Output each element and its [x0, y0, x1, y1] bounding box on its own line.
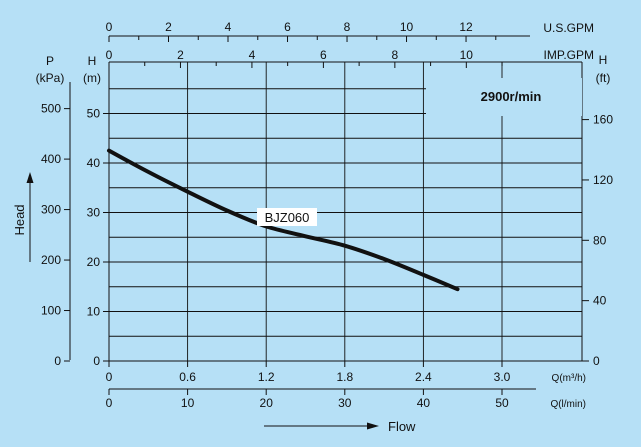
kpa-tick-label: 300 — [41, 203, 61, 217]
head-ft-tick-label: 80 — [593, 233, 607, 247]
head-ft-axis-unit: (ft) — [596, 71, 611, 85]
flow-lmin-tick-label: 40 — [417, 396, 431, 410]
head-m-tick-label: 20 — [87, 255, 101, 269]
head-ft-tick-label: 160 — [593, 113, 613, 127]
us-gpm-tick-label: 10 — [400, 20, 414, 34]
imp-gpm-tick-label: 0 — [106, 48, 113, 62]
imp-gpm-axis: 0 2 4 6 8 10 IMP.GPM — [106, 48, 594, 68]
head-m-tick-label: 10 — [87, 305, 101, 319]
head-ft-tick-label: 120 — [593, 173, 613, 187]
imp-gpm-tick-label: 4 — [249, 48, 256, 62]
flow-m3h-tick-label: 1.8 — [336, 370, 353, 384]
kpa-tick-label: 200 — [41, 253, 61, 267]
head-arrow-icon — [26, 172, 34, 183]
us-gpm-tick-label: 4 — [225, 20, 232, 34]
flow-m3h-tick-label: 2.4 — [415, 370, 432, 384]
head-axis-title: Head — [12, 172, 34, 262]
head-m-tick-label: 50 — [87, 107, 101, 121]
flow-m3h-unit-label: Q(m³/h) — [552, 373, 586, 384]
flow-m3h-tick-label: 0.6 — [179, 370, 196, 384]
pressure-axis-unit: (kPa) — [36, 71, 65, 85]
flow-lmin-unit-label: Q(l/min) — [550, 399, 586, 410]
head-m-tick-label: 30 — [87, 206, 101, 220]
head-ft-axis-symbol: H — [599, 53, 608, 67]
kpa-tick-label: 500 — [41, 102, 61, 116]
kpa-tick-label: 100 — [41, 304, 61, 318]
kpa-tick-label: 400 — [41, 152, 61, 166]
head-ft-tick-label: 40 — [593, 294, 607, 308]
imp-gpm-tick-label: 8 — [392, 48, 399, 62]
flow-m3h-axis: 0 0.6 1.2 1.8 2.4 3.0 Q(m³/h) — [106, 360, 586, 384]
flow-lmin-axis: 0 10 20 30 40 50 Q(l/min) — [106, 388, 586, 410]
bjz060-curve — [107, 148, 460, 292]
us-gpm-tick-label: 6 — [284, 20, 291, 34]
flow-arrow-icon — [367, 422, 379, 430]
flow-m3h-tick-label: 3.0 — [494, 370, 511, 384]
kpa-tick-label: 0 — [54, 354, 61, 368]
flow-lmin-tick-label: 30 — [338, 396, 352, 410]
flow-m3h-tick-label: 0 — [106, 370, 113, 384]
flow-lmin-tick-label: 50 — [495, 396, 509, 410]
head-title-text: Head — [12, 204, 27, 235]
head-m-tick-label: 0 — [93, 354, 100, 368]
pressure-axis-symbol: P — [46, 54, 54, 68]
imp-gpm-tick-label: 2 — [177, 48, 184, 62]
flow-lmin-tick-label: 20 — [260, 396, 274, 410]
imp-gpm-unit-label: IMP.GPM — [544, 48, 594, 62]
speed-label: 2900r/min — [481, 89, 542, 104]
head-ft-axis: 0 40 80 120 160 — [581, 62, 613, 368]
head-ft-tick-label: 0 — [593, 354, 600, 368]
head-m-axis-unit: (m) — [83, 71, 101, 85]
head-m-axis-symbol: H — [88, 54, 97, 68]
flow-lmin-tick-label: 10 — [181, 396, 195, 410]
us-gpm-tick-label: 0 — [106, 20, 113, 34]
kpa-axis: 0 100 200 300 400 500 — [41, 82, 71, 368]
curve-label: BJZ060 — [257, 208, 317, 226]
flow-axis-title: Flow — [264, 419, 416, 434]
us-gpm-axis: 0 2 4 6 8 10 12 U.S.GPM — [106, 20, 594, 42]
us-gpm-unit-label: U.S.GPM — [543, 21, 594, 35]
us-gpm-tick-label: 8 — [344, 20, 351, 34]
curve-label-text: BJZ060 — [265, 210, 310, 225]
head-m-axis: 0 10 20 30 40 50 — [87, 62, 110, 368]
flow-lmin-tick-label: 0 — [106, 396, 113, 410]
us-gpm-tick-label: 2 — [165, 20, 172, 34]
imp-gpm-tick-label: 6 — [320, 48, 327, 62]
speed-label-box: 2900r/min — [426, 78, 582, 116]
head-m-tick-label: 40 — [87, 156, 101, 170]
flow-title-text: Flow — [388, 419, 416, 434]
flow-m3h-tick-label: 1.2 — [258, 370, 275, 384]
imp-gpm-tick-label: 10 — [460, 48, 474, 62]
us-gpm-tick-label: 12 — [459, 20, 473, 34]
